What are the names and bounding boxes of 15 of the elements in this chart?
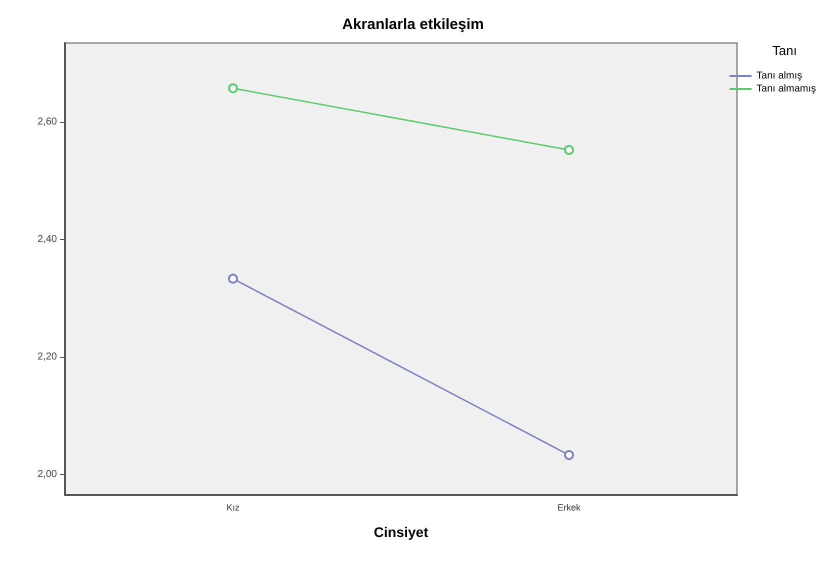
legend-title: Tanı [772, 43, 798, 58]
point [228, 83, 238, 94]
legend-label: Tanı almış [756, 70, 802, 82]
x-tick-label: Kız [226, 502, 240, 512]
x-tick-label: Erkek [557, 502, 581, 512]
x-axis-title: Cinsiyet [374, 524, 429, 540]
y-tick-label: 2,20 [38, 351, 58, 362]
legend-label: Tanı almamış [756, 84, 816, 94]
point [564, 144, 574, 155]
point [564, 450, 574, 460]
point [228, 274, 238, 284]
chart-title: Akranlarla etkileşim [342, 16, 484, 33]
y-tick-label: 2,60 [38, 116, 58, 128]
y-tick-label: 2,40 [38, 234, 58, 245]
y-tick-label: 2,00 [38, 468, 58, 480]
